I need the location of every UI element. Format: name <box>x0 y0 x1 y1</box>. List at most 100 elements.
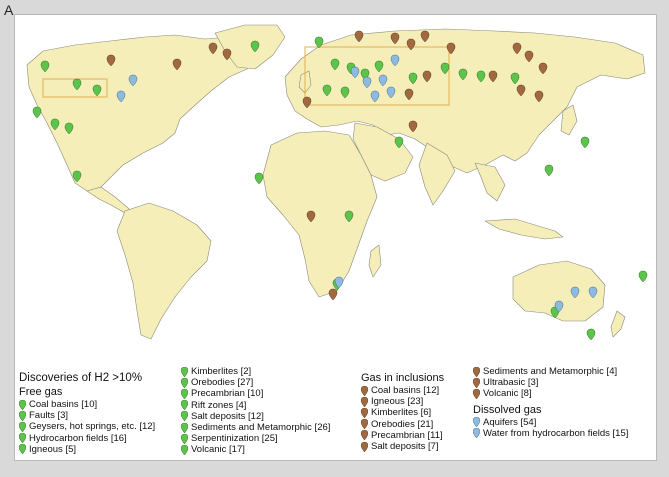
free-gas-pin-icon <box>181 433 188 444</box>
marker-free-gas <box>440 62 450 75</box>
free-gas-pin-icon <box>19 433 26 444</box>
legend-item: Rift zones [4] <box>181 400 361 411</box>
legend-heading-free-gas: Free gas <box>19 386 63 398</box>
legend-column-4: Sediments and Metamorphic [4] Ultrabasic… <box>473 366 653 439</box>
inclusion-pin-icon <box>473 366 480 377</box>
free-gas-pin-icon <box>181 366 188 377</box>
legend-item: Serpentinization [25] <box>181 433 361 444</box>
marker-free-gas <box>344 210 354 223</box>
legend-item-label: Orebodies [21] <box>371 418 434 430</box>
marker-inclusion <box>404 88 414 101</box>
legend-item-label: Aquifers [54] <box>483 416 537 428</box>
legend-item: Volcanic [17] <box>181 444 361 455</box>
inclusion-pin-icon <box>473 377 480 388</box>
marker-dissolved <box>554 300 564 313</box>
marker-inclusion <box>222 48 232 61</box>
landmass-south-america <box>116 202 212 340</box>
legend-title: Discoveries of H2 >10% <box>19 372 143 384</box>
marker-dissolved <box>390 54 400 67</box>
world-map[interactable] <box>14 14 657 362</box>
marker-free-gas <box>72 170 82 183</box>
marker-inclusion <box>302 96 312 109</box>
marker-inclusion <box>406 38 416 51</box>
legend-column-1: Discoveries of H2 >10% Free gas Coal bas… <box>19 366 179 455</box>
legend-item-label: Sediments and Metamorphic [4] <box>483 366 618 378</box>
marker-inclusion <box>354 30 364 43</box>
marker-free-gas <box>340 86 350 99</box>
legend-item: Igneous [23] <box>361 396 471 407</box>
legend-item: Orebodies [27] <box>181 377 361 388</box>
legend-item-label: Geysers, hot springs, etc. [12] <box>29 421 156 433</box>
marker-free-gas <box>408 72 418 85</box>
legend-heading-dissolved: Dissolved gas <box>473 403 542 416</box>
marker-inclusion <box>512 42 522 55</box>
legend-item-label: Precambrian [11] <box>371 429 443 441</box>
dissolved-gas-markers <box>116 54 598 313</box>
panel-label: A <box>4 2 14 18</box>
legend-item: Salt deposits [7] <box>361 441 471 452</box>
legend-item-label: Sediments and Metamorphic [26] <box>191 422 331 434</box>
legend-item-label: Kimberlites [2] <box>191 366 252 378</box>
marker-free-gas <box>510 72 520 85</box>
marker-inclusion <box>488 70 498 83</box>
free-gas-pin-icon <box>19 410 26 421</box>
legend-item-label: Coal basins [10] <box>29 399 98 411</box>
dissolved-pin-icon <box>473 428 480 439</box>
free-gas-pin-icon <box>19 421 26 432</box>
legend-item: Salt deposits [12] <box>181 411 361 422</box>
legend-item-label: Volcanic [17] <box>191 444 245 456</box>
landmass-new-zealand <box>610 310 626 338</box>
marker-inclusion <box>420 30 430 43</box>
free-gas-pin-icon <box>19 399 26 410</box>
inclusion-pin-icon <box>361 396 368 407</box>
marker-dissolved <box>378 74 388 87</box>
legend-item-label: Volcanic [8] <box>483 388 532 400</box>
marker-dissolved <box>334 276 344 289</box>
marker-inclusion <box>534 90 544 103</box>
legend-item: Sediments and Metamorphic [4] <box>473 366 653 377</box>
highlight-box-eurasia <box>304 46 450 106</box>
landmass-japan <box>560 104 578 136</box>
landmass-madagascar <box>368 244 382 278</box>
legend-item: Volcanic [8] <box>473 388 653 399</box>
marker-dissolved <box>116 90 126 103</box>
legend-item: Kimberlites [2] <box>181 366 361 377</box>
marker-free-gas <box>40 60 50 73</box>
legend-item-label: Kimberlites [6] <box>371 407 432 419</box>
landmass-arabia <box>352 122 414 182</box>
marker-free-gas <box>314 36 324 49</box>
marker-dissolved <box>350 66 360 79</box>
inclusion-pin-icon <box>361 385 368 396</box>
landmass-africa <box>262 130 378 298</box>
marker-free-gas <box>32 106 42 119</box>
legend-item-label: Salt deposits [7] <box>371 441 439 453</box>
marker-dissolved <box>386 86 396 99</box>
legend-item-label: Coal basins [12] <box>371 385 440 397</box>
free-gas-pin-icon <box>181 422 188 433</box>
inclusion-pin-icon <box>361 430 368 441</box>
inclusion-pin-icon <box>361 441 368 452</box>
dissolved-pin-icon <box>473 417 480 428</box>
marker-free-gas <box>92 84 102 97</box>
marker-free-gas <box>580 136 590 149</box>
free-gas-pin-icon <box>181 400 188 411</box>
inclusion-pin-icon <box>361 419 368 430</box>
marker-inclusion <box>516 84 526 97</box>
legend-item: Orebodies [21] <box>361 419 471 430</box>
marker-dissolved <box>570 286 580 299</box>
landmass-indonesia <box>484 218 564 240</box>
free-gas-pin-icon <box>181 377 188 388</box>
marker-free-gas <box>476 70 486 83</box>
marker-inclusion <box>306 210 316 223</box>
legend-item-label: Ultrabasic [3] <box>483 377 539 389</box>
legend-item: Igneous [5] <box>19 444 179 455</box>
marker-inclusion <box>538 62 548 75</box>
legend-item-label: Rift zones [4] <box>191 399 247 411</box>
marker-inclusion <box>208 42 218 55</box>
legend-item: Precambrian [10] <box>181 388 361 399</box>
landmass-india <box>418 142 456 206</box>
marker-free-gas <box>374 60 384 73</box>
legend-item-label: Salt deposits [12] <box>191 410 264 422</box>
legend-item-label: Faults [3] <box>29 410 69 422</box>
legend-column-3: Gas in inclusions Coal basins [12] Igneo… <box>361 372 471 452</box>
